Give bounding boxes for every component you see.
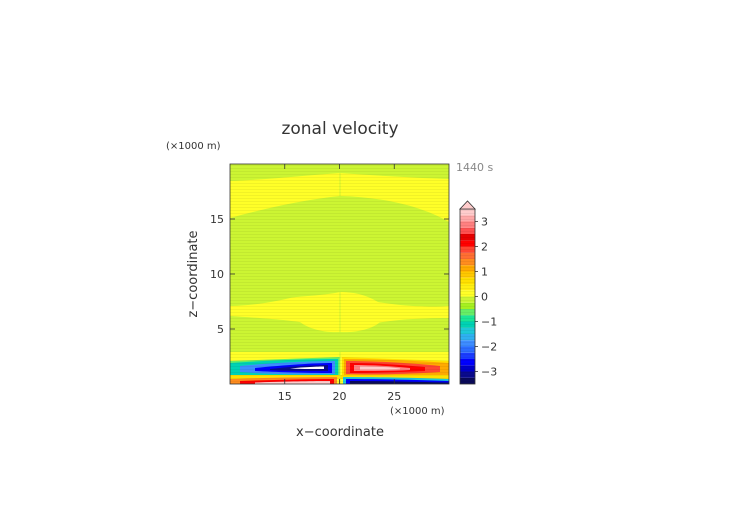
x-unit-label: (×1000 m) xyxy=(390,406,445,417)
y-tick-label-2: 15 xyxy=(210,213,224,226)
x-tick-label-1: 20 xyxy=(333,390,347,403)
x-axis-label: x−coordinate xyxy=(296,425,384,440)
colorbar-label-6: −3 xyxy=(481,366,497,379)
colorbar: 3 2 1 0 −1 −2 −3 xyxy=(459,200,497,385)
colorbar-label-3: 0 xyxy=(481,291,488,304)
time-label: 1440 s xyxy=(456,161,493,174)
colorbar-label-5: −2 xyxy=(481,341,497,354)
colorbar-label-1: 2 xyxy=(481,241,488,254)
colorbar-label-2: 1 xyxy=(481,266,488,279)
colorbar-label-4: −1 xyxy=(481,316,497,329)
shading-lines xyxy=(230,164,449,384)
x-axis: 15 20 25 xyxy=(278,164,401,403)
colorbar-label-0: 3 xyxy=(481,216,488,229)
colorbar-shading xyxy=(460,209,475,384)
chart-title: zonal velocity xyxy=(281,119,398,139)
x-tick-label-2: 25 xyxy=(387,390,401,403)
x-tick-label-0: 15 xyxy=(278,390,292,403)
colorbar-extend-arrow xyxy=(459,200,476,210)
y-tick-label-1: 10 xyxy=(210,268,224,281)
y-axis-label: z−coordinate xyxy=(186,230,201,317)
y-unit-label: (×1000 m) xyxy=(166,141,221,152)
contour-field xyxy=(230,164,449,384)
y-tick-label-0: 5 xyxy=(217,323,224,336)
y-axis: 5 10 15 xyxy=(210,213,449,336)
